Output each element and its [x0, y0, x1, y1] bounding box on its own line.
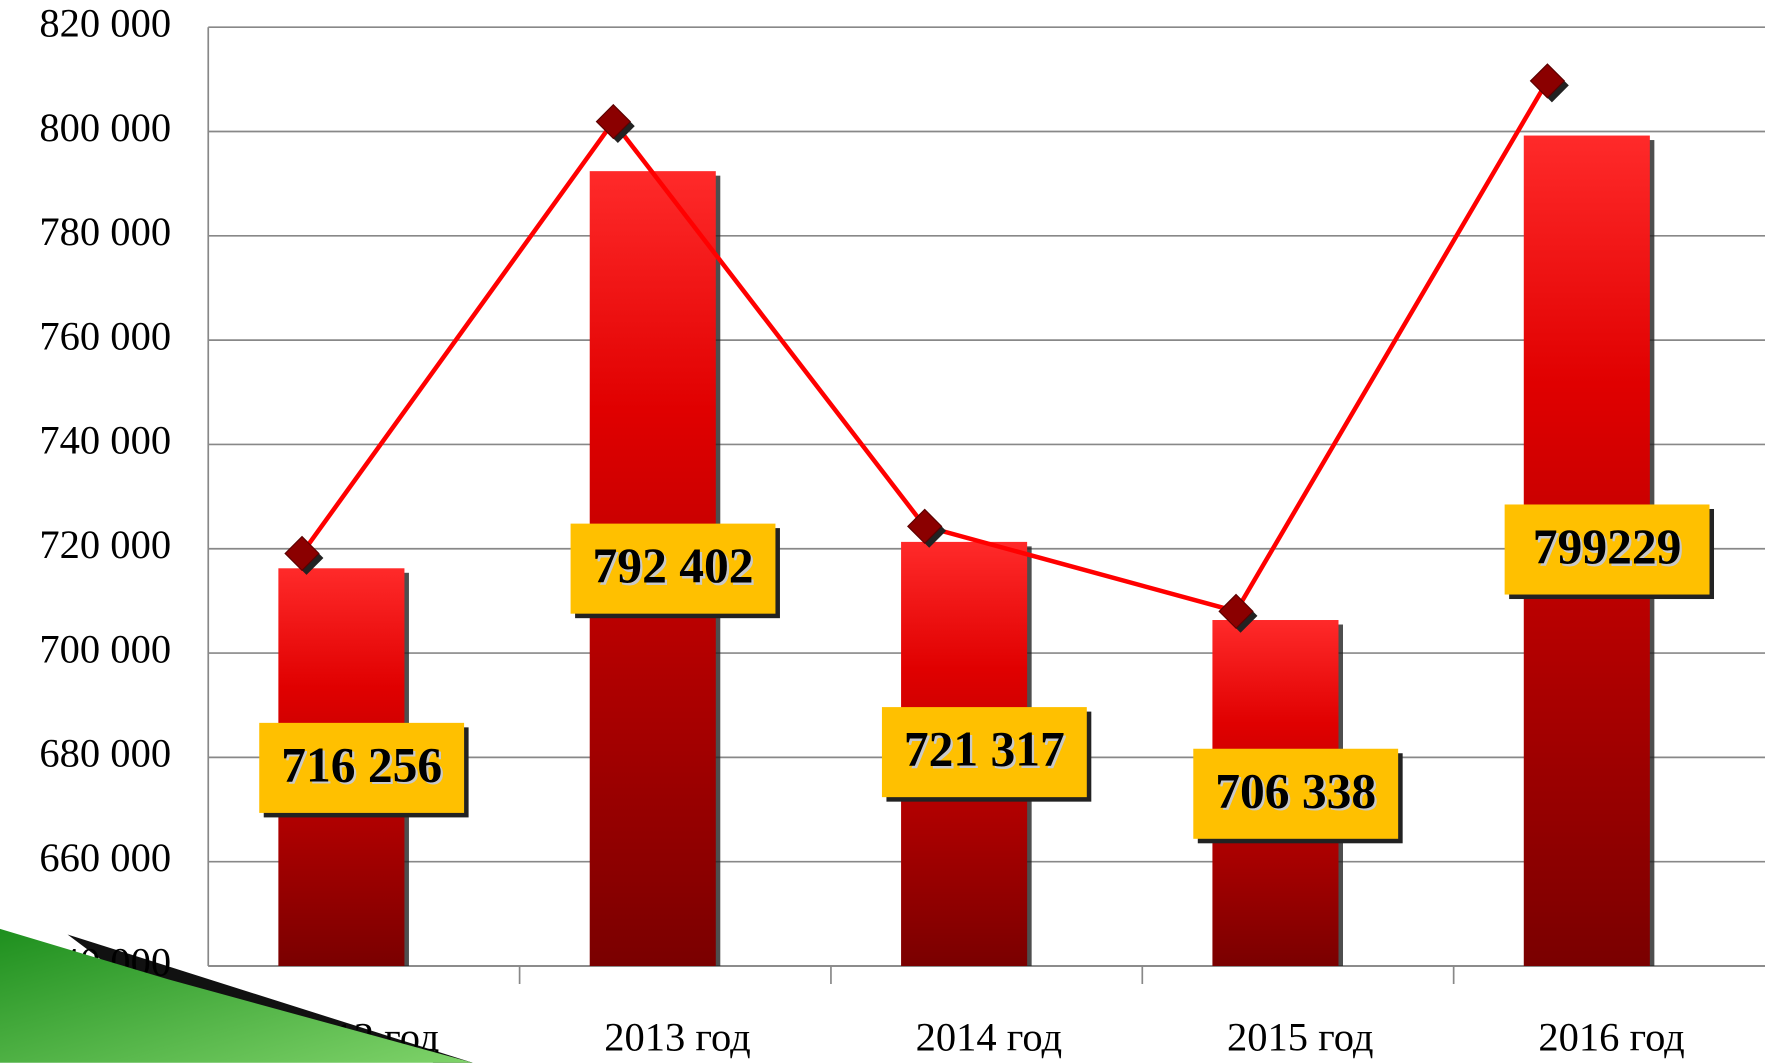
y-tick-label: 660 000 [39, 835, 171, 880]
y-tick-label: 760 000 [39, 313, 171, 358]
y-tick-label: 740 000 [39, 418, 171, 463]
y-tick-label: 720 000 [39, 522, 171, 567]
x-tick-label: 2013 год [604, 1015, 750, 1060]
y-tick-label: 820 000 [39, 1, 171, 46]
data-label: 706 338 [1215, 763, 1376, 818]
y-tick-label: 780 000 [39, 209, 171, 254]
x-tick-label: 2016 год [1538, 1015, 1684, 1060]
data-label: 799229 [1533, 519, 1682, 574]
data-label: 716 256 [281, 737, 442, 792]
y-tick-label: 700 000 [39, 626, 171, 671]
x-tick-label: 2015 год [1227, 1015, 1373, 1060]
data-label: 792 402 [593, 538, 754, 593]
y-tick-label: 680 000 [39, 731, 171, 776]
y-tick-label: 800 000 [39, 105, 171, 150]
x-tick-label: 2014 год [916, 1015, 1062, 1060]
chart: 640 000660 000680 000700 000720 000740 0… [0, 0, 1765, 1063]
data-label: 721 317 [904, 722, 1065, 777]
